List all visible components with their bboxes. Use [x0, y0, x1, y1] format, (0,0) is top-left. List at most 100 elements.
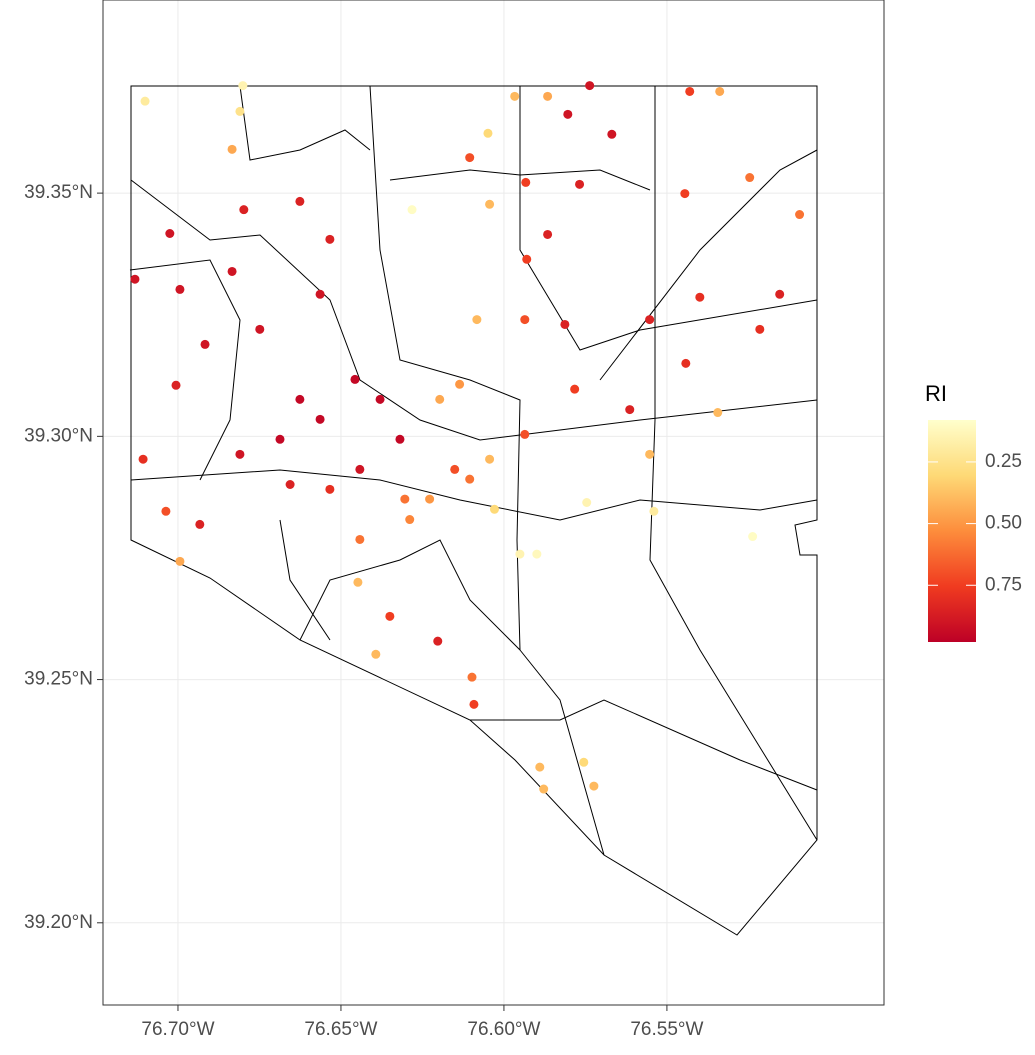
point — [295, 196, 305, 206]
point — [275, 434, 285, 444]
x-tick-label: 76.60°W — [467, 1019, 540, 1040]
point — [680, 189, 690, 199]
y-tick-label: 39.30°N — [24, 425, 93, 446]
point — [385, 611, 395, 621]
point — [570, 384, 580, 394]
point — [685, 86, 695, 96]
point — [425, 494, 435, 504]
city-boundaries — [129, 85, 818, 936]
point — [532, 549, 542, 559]
boundary — [470, 699, 818, 791]
point — [465, 474, 475, 484]
point — [535, 762, 545, 772]
point — [465, 153, 475, 163]
point — [353, 577, 363, 587]
point — [325, 484, 335, 494]
boundary — [519, 86, 818, 351]
point — [582, 498, 592, 507]
colorbar — [928, 420, 976, 642]
point — [140, 96, 150, 106]
point — [485, 199, 495, 209]
point — [405, 515, 415, 525]
point — [515, 549, 525, 559]
point — [520, 315, 530, 325]
point — [645, 315, 655, 325]
point — [585, 81, 595, 91]
boundary — [129, 259, 241, 481]
point — [138, 454, 148, 464]
point — [175, 556, 185, 566]
point — [579, 757, 589, 767]
point — [175, 284, 185, 294]
point — [371, 649, 381, 659]
point — [255, 324, 265, 334]
boundary — [130, 179, 818, 441]
legend-title: RI — [925, 381, 947, 406]
point — [455, 379, 465, 389]
point — [795, 210, 805, 220]
point — [483, 128, 493, 138]
panel-border — [102, 0, 885, 1006]
point — [395, 434, 405, 444]
point — [539, 784, 549, 794]
point — [235, 449, 245, 459]
point — [695, 292, 705, 302]
point — [227, 266, 237, 276]
y-tick-label: 39.25°N — [24, 669, 93, 690]
point — [435, 394, 445, 404]
point — [227, 144, 237, 154]
point — [238, 81, 248, 91]
point — [350, 374, 360, 384]
point — [355, 464, 365, 474]
boundary — [279, 519, 331, 641]
point — [295, 394, 305, 404]
point — [450, 464, 460, 474]
point — [563, 109, 573, 119]
point — [755, 324, 765, 334]
point — [521, 177, 531, 187]
point — [510, 91, 520, 101]
point — [681, 358, 691, 368]
x-tick-label: 76.70°W — [141, 1019, 214, 1040]
point — [400, 494, 410, 504]
point — [285, 480, 295, 490]
point — [713, 408, 723, 418]
x-tick-label: 76.55°W — [630, 1019, 703, 1040]
point — [315, 289, 325, 299]
city-outline — [130, 85, 818, 936]
boundary — [599, 149, 818, 381]
point — [649, 506, 659, 516]
point — [195, 519, 205, 529]
colorbar-label: 0.25 — [985, 451, 1022, 472]
point — [161, 506, 171, 516]
x-tick-label: 76.65°W — [304, 1019, 377, 1040]
point — [433, 636, 443, 646]
y-tick-label: 39.35°N — [24, 182, 93, 203]
colorbar-label: 0.75 — [985, 574, 1022, 595]
point — [543, 229, 553, 239]
point — [645, 449, 655, 459]
point — [235, 106, 245, 116]
point — [467, 672, 477, 682]
boundary — [299, 539, 521, 651]
point — [607, 129, 617, 139]
point — [775, 289, 785, 299]
point — [489, 504, 499, 514]
point — [485, 454, 495, 464]
point — [522, 254, 532, 264]
point — [355, 534, 365, 544]
point — [130, 274, 140, 284]
y-tick-label: 39.20°N — [24, 912, 93, 933]
point — [560, 319, 570, 329]
colorbar-label: 0.50 — [985, 513, 1022, 534]
panel-background — [103, 0, 884, 1005]
point — [589, 781, 599, 791]
point — [472, 315, 482, 325]
point — [625, 405, 635, 415]
boundary — [369, 85, 605, 856]
boundary — [389, 169, 651, 191]
point — [543, 91, 553, 101]
point — [715, 86, 725, 96]
